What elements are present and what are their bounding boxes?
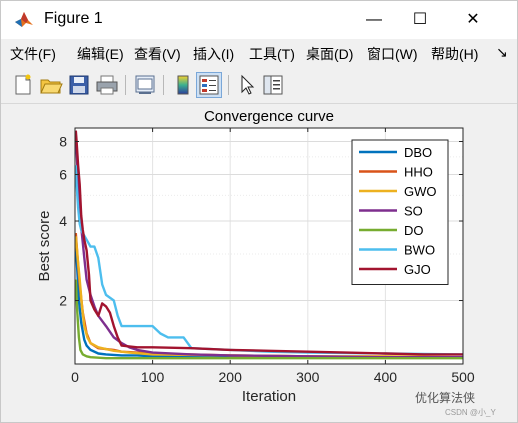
chart-title: Convergence curve [204,108,334,125]
title-bar: Figure 1 — ☐ ✕ [1,1,517,39]
open-file-icon[interactable] [39,73,63,97]
link-plot-icon[interactable] [133,73,157,97]
x-tick-label: 500 [451,369,475,385]
maximize-button[interactable]: ☐ [412,11,428,28]
menu-desktop[interactable]: 桌面(D) [306,46,354,62]
legend-icon[interactable] [196,72,222,98]
watermark-text: 优化算法侠 [415,391,476,405]
x-tick-label: 400 [374,369,398,385]
print-icon[interactable] [95,73,119,97]
menu-tools[interactable]: 工具(T) [249,46,295,62]
y-axis-label: Best score [36,211,53,282]
legend-box [351,139,449,285]
menu-window[interactable]: 窗口(W) [367,46,418,62]
x-tick-label: 200 [219,369,243,385]
toolbar [1,67,517,104]
toolbar-separator [125,75,126,95]
series-line-gjo [74,130,463,356]
toolbar-separator [163,75,164,95]
figure-canvas[interactable]: 0 100 200 300 400 500 2 4 6 8 Convergence curve Ite… [9,104,509,416]
menu-help[interactable]: 帮助(H) [431,46,479,62]
legend-label-bwo: BWO [404,243,435,258]
legend-label-gjo: GJO [404,262,431,277]
legend-label-gwo: GWO [404,184,437,199]
matlab-logo-icon [15,12,33,27]
menu-file[interactable]: 文件(F) [10,46,56,62]
window-title: Figure 1 [44,10,103,27]
watermark-sub: CSDN @小_Y [445,408,496,417]
legend-label-so: SO [404,204,423,219]
save-icon[interactable] [67,73,91,97]
menu-view[interactable]: 查看(V) [134,46,181,62]
y-tick-label: 8 [59,134,67,150]
menu-insert[interactable]: 插入(I) [193,46,235,62]
legend-label-hho: HHO [404,165,433,180]
legend-label-dbo: DBO [404,145,432,160]
menu-bar: 文件(F) 编辑(E) 查看(V) 插入(I) 工具(T) 桌面(D) 窗口(W… [1,39,517,67]
legend-label-do: DO [404,223,424,238]
colorbar-icon[interactable] [171,73,195,97]
pointer-icon[interactable] [235,73,259,97]
x-axis-label: Iteration [242,388,296,405]
minimize-button[interactable]: — [366,11,382,28]
y-tick-label: 6 [59,167,67,183]
series-line-do [74,279,463,360]
x-tick-label: 100 [141,369,165,385]
new-figure-icon[interactable] [11,73,35,97]
x-tick-label: 300 [296,369,320,385]
x-tick-label: 0 [71,369,79,385]
y-tick-label: 2 [59,293,67,309]
menu-overflow-arrow[interactable]: ↘ [496,44,508,60]
toolbar-separator [228,75,229,95]
menu-edit[interactable]: 编辑(E) [77,46,124,62]
y-tick-label: 4 [59,213,67,229]
close-button[interactable]: ✕ [466,11,480,28]
property-inspector-icon[interactable] [261,73,285,97]
convergence-chart: 0 100 200 300 400 500 2 4 6 8 Convergence curve Ite… [36,108,475,405]
axes-box [74,127,464,365]
